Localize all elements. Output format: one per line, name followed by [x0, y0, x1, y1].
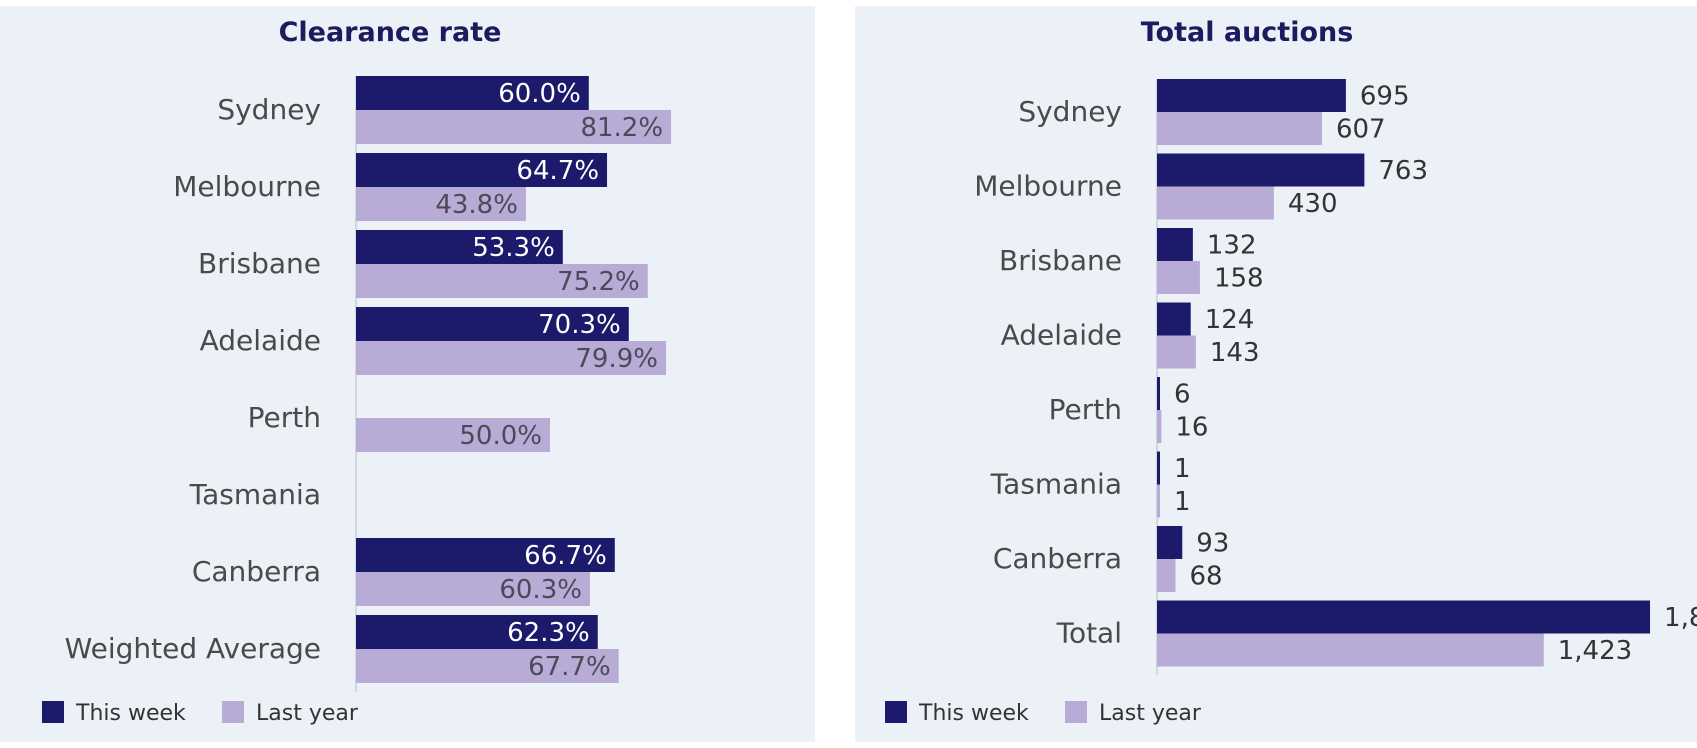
bar-this-week [1157, 526, 1183, 559]
category-label: Canberra [192, 555, 321, 588]
category-label: Brisbane [999, 244, 1122, 277]
chart-title: Clearance rate [279, 17, 502, 48]
category-label: Tasmania [189, 478, 321, 511]
category-label: Brisbane [198, 247, 321, 280]
category-label: Melbourne [974, 170, 1122, 203]
data-label: 1,814 [1664, 603, 1697, 633]
bar-this-week [356, 615, 598, 649]
legend-label-this-week: This week [75, 701, 186, 726]
data-label: 60.3% [499, 575, 582, 605]
data-label: 64.7% [516, 156, 599, 186]
data-label: 67.7% [528, 652, 611, 682]
bar-this-week [356, 76, 589, 110]
chart-title: Total auctions [1141, 17, 1354, 48]
legend-swatch-last-year [1065, 701, 1087, 723]
bar-last-year [356, 110, 672, 144]
data-label: 6 [1174, 380, 1191, 410]
data-label: 430 [1288, 189, 1338, 219]
bar-last-year [356, 572, 590, 606]
data-label: 70.3% [538, 310, 621, 340]
legend-swatch-this-week [42, 701, 64, 723]
category-label: Canberra [993, 542, 1122, 575]
bar-last-year [356, 649, 619, 683]
data-label: 132 [1207, 231, 1257, 261]
bar-this-week [1157, 302, 1191, 336]
category-label: Total [1056, 617, 1122, 650]
category-label: Weighted Average [65, 632, 321, 665]
legend-label-this-week: This week [918, 701, 1029, 726]
bar-this-week [1157, 451, 1160, 485]
data-label: 143 [1210, 338, 1260, 368]
bar-last-year [1157, 261, 1200, 294]
bar-last-year [356, 187, 526, 221]
category-label: Tasmania [990, 468, 1122, 501]
bar-this-week [356, 153, 608, 187]
data-label: 607 [1336, 115, 1386, 145]
bar-last-year [1157, 410, 1162, 443]
bar-last-year [356, 341, 667, 375]
bar-this-week [1157, 79, 1346, 112]
category-label: Perth [248, 401, 321, 434]
legend-label-last-year: Last year [1099, 701, 1202, 726]
bar-this-week [1157, 600, 1651, 634]
bar-this-week [1157, 377, 1160, 410]
bar-last-year [1157, 559, 1176, 592]
bar-this-week [356, 307, 629, 341]
data-label: 1 [1174, 487, 1191, 517]
data-label: 68 [1189, 562, 1222, 592]
data-label: 1 [1174, 454, 1191, 484]
category-label: Sydney [217, 93, 321, 126]
data-label: 124 [1205, 305, 1255, 335]
legend-label-last-year: Last year [256, 701, 359, 726]
data-label: 50.0% [459, 421, 542, 451]
legend-swatch-this-week [885, 701, 907, 723]
bar-last-year [356, 418, 550, 452]
category-label: Adelaide [200, 324, 321, 357]
legend-swatch-last-year [222, 701, 244, 723]
data-label: 75.2% [557, 267, 640, 297]
bar-last-year [1157, 112, 1322, 145]
category-label: Melbourne [173, 170, 321, 203]
bar-last-year [356, 264, 648, 298]
bar-this-week [1157, 228, 1193, 261]
category-label: Perth [1049, 393, 1122, 426]
data-label: 60.0% [498, 79, 581, 109]
data-label: 763 [1378, 156, 1428, 186]
bar-this-week [1157, 153, 1365, 187]
data-label: 79.9% [575, 344, 658, 374]
bar-last-year [1157, 186, 1274, 220]
bar-last-year [1157, 484, 1160, 518]
category-label: Adelaide [1001, 319, 1122, 352]
data-label: 158 [1214, 264, 1264, 294]
bar-this-week [356, 538, 615, 572]
data-label: 43.8% [435, 190, 518, 220]
bar-last-year [1157, 335, 1196, 369]
category-label: Sydney [1018, 95, 1122, 128]
data-label: 16 [1175, 413, 1208, 443]
total-auctions-chart: Total auctions Sydney Melbourne Brisbane Ade… [885, 17, 1697, 726]
data-label: 695 [1360, 82, 1410, 112]
clearance-rate-panel: Clearance rate Sydney Melbourne Brisbane Ade… [0, 6, 815, 742]
bar-this-week [356, 230, 563, 264]
data-label: 53.3% [472, 233, 555, 263]
data-label: 66.7% [524, 541, 607, 571]
total-auctions-panel: Total auctions Sydney Melbourne Brisbane Ade… [855, 6, 1697, 742]
data-label: 1,423 [1558, 636, 1632, 666]
clearance-rate-chart: Clearance rate Sydney Melbourne Brisbane Ade… [42, 17, 672, 726]
data-label: 93 [1196, 529, 1229, 559]
bar-last-year [1157, 633, 1544, 667]
data-label: 81.2% [580, 113, 663, 143]
data-label: 62.3% [507, 618, 590, 648]
